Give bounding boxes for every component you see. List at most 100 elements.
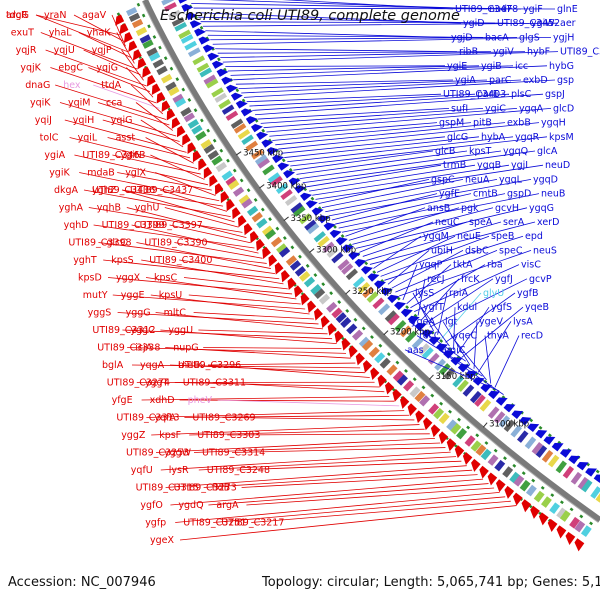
gene-leader-line xyxy=(217,51,492,54)
gene-label: UTI89_C3251 xyxy=(183,518,246,529)
gene-label: rpiA xyxy=(449,288,469,299)
gene-leader-line xyxy=(159,189,227,212)
cog-band-segment xyxy=(178,29,191,40)
cog-band-segment xyxy=(233,123,247,134)
forward-strand-feature xyxy=(185,12,198,21)
cog-band-segment xyxy=(590,486,600,499)
cog-band-segment xyxy=(559,510,571,522)
reverse-strand-feature xyxy=(400,396,410,409)
cog-band-segment xyxy=(187,119,200,129)
gene-label: lysS xyxy=(415,288,434,299)
gene-leader-line xyxy=(404,349,500,392)
gene-label: recD xyxy=(521,331,543,342)
gene-label: UTI89_C3269 xyxy=(192,413,255,424)
gene-leader-line xyxy=(164,207,239,228)
kbp-tick-mark xyxy=(309,248,315,253)
reverse-strand-feature xyxy=(171,117,181,129)
cog-band-segment xyxy=(475,444,487,456)
reverse-strand-feature xyxy=(151,83,161,96)
gene-leader-line xyxy=(296,150,468,175)
gene-leader-line xyxy=(335,193,472,225)
gene-leader-line xyxy=(494,335,520,388)
gene-label: glcG xyxy=(447,132,468,143)
gene-leader-line xyxy=(398,250,532,297)
gene-leader-line xyxy=(414,264,520,312)
gene-label: parE xyxy=(477,89,499,100)
gene-leader-line xyxy=(290,136,548,167)
gene-label: sufI xyxy=(451,103,468,114)
gene-leader-line xyxy=(165,347,351,359)
gene-leader-line xyxy=(78,32,132,59)
cog-band-segment xyxy=(384,310,397,323)
gene-leader-line xyxy=(150,154,205,180)
cog-band-segment xyxy=(171,17,185,27)
gene-leader-line xyxy=(140,119,184,148)
gene-leader-line xyxy=(249,93,476,107)
right-dotted-ring xyxy=(185,0,600,475)
gene-label: UTI89_C3463 xyxy=(82,150,145,161)
reverse-strand-feature xyxy=(226,199,235,212)
gene-leader-line xyxy=(442,321,471,366)
gene-label: UTI89_C3437 xyxy=(130,185,193,196)
forward-strand-feature xyxy=(367,273,380,282)
gene-label: yqgA xyxy=(140,360,165,371)
cog-band-segment xyxy=(474,394,486,407)
cog-band-segment xyxy=(228,179,240,191)
gene-label: kpsM xyxy=(549,132,574,143)
reverse-strand-feature xyxy=(521,499,532,513)
kbp-tick-label: 3150 kbp xyxy=(435,372,475,382)
forward-strand-feature xyxy=(436,343,448,352)
gene-label: ygfE xyxy=(439,189,460,200)
cog-band-segment xyxy=(362,339,374,351)
forward-strand-feature xyxy=(400,308,413,318)
cog-band-segment xyxy=(452,375,465,388)
gene-label: UTI89_C3315 xyxy=(136,483,199,494)
gene-label: ygqR xyxy=(515,132,540,143)
reverse-strand-feature xyxy=(146,75,156,87)
gene-label: cca xyxy=(106,98,122,109)
gene-label: mutY xyxy=(83,290,108,301)
forward-strand-feature xyxy=(488,390,500,400)
cog-band-segment xyxy=(221,104,235,115)
reverse-strand-feature xyxy=(182,133,191,146)
gene-leader-line xyxy=(151,424,420,436)
gene-label: recJ xyxy=(427,274,445,285)
forward-strand-feature xyxy=(495,397,508,406)
gene-leader-line xyxy=(88,207,243,233)
reverse-strand-feature xyxy=(377,374,387,388)
gene-leader-line xyxy=(222,417,415,421)
reverse-strand-feature xyxy=(294,285,303,298)
kbp-tick-mark xyxy=(429,374,434,380)
reverse-strand-feature xyxy=(123,31,133,44)
forward-strand-feature xyxy=(283,170,296,179)
kbp-tick-mark xyxy=(482,422,488,428)
gene-label: yqiG xyxy=(111,115,133,126)
gene-leader-line xyxy=(121,189,224,207)
forward-strand-feature xyxy=(226,84,238,93)
reverse-strand-feature xyxy=(274,262,284,275)
forward-strand-feature xyxy=(407,315,420,325)
cog-band-segment xyxy=(284,195,298,207)
kbp-tick-label: 3400 kbp xyxy=(266,182,306,192)
cog-band-segment xyxy=(205,78,219,89)
gene-label: ansB xyxy=(427,203,450,214)
forward-strand-feature xyxy=(329,229,342,239)
gene-label: serA xyxy=(503,217,525,228)
gene-label: UTI89_C3398 xyxy=(68,238,131,249)
cog-band-segment xyxy=(519,479,531,492)
reverse-strand-feature xyxy=(362,360,373,373)
cog-band-segment xyxy=(409,386,421,398)
gene-label: yggG xyxy=(126,308,151,319)
gene-leader-line xyxy=(203,347,342,349)
gene-label: yqiL xyxy=(78,133,98,144)
reverse-strand-feature xyxy=(249,230,259,244)
gene-leader-line xyxy=(107,137,191,159)
cog-band-segment xyxy=(326,301,338,313)
genome-backbone-highlight xyxy=(141,1,599,523)
cog-band-segment xyxy=(313,231,326,243)
gene-leader-line xyxy=(345,207,426,237)
reverse-strand-feature xyxy=(384,381,395,395)
cog-band-segment xyxy=(262,164,275,176)
gene-leader-line xyxy=(457,306,490,354)
gene-label: ygdQ xyxy=(178,500,203,511)
